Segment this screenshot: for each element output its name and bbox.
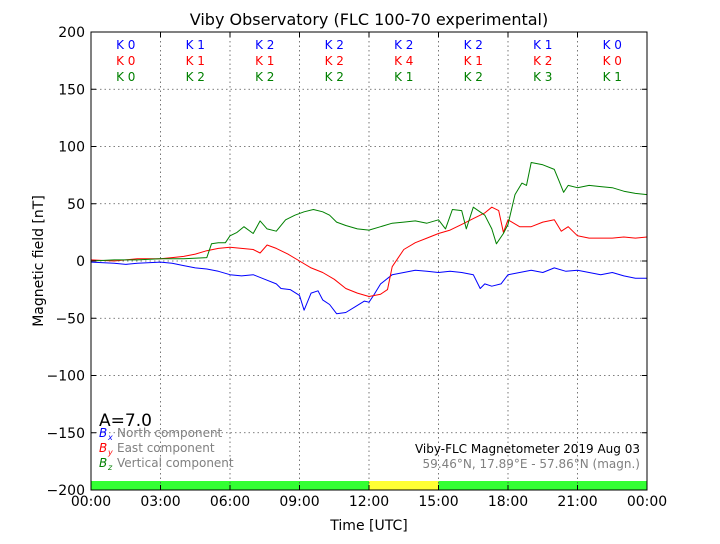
x-tick-label: 00:00 <box>71 494 111 510</box>
k-index-value: K 1 <box>255 54 274 68</box>
y-axis-label: Magnetic field [nT] <box>31 195 47 327</box>
y-tick-label: −150 <box>47 426 85 442</box>
x-tick-label: 00:00 <box>627 494 667 510</box>
station-annotation: Viby-FLC Magnetometer 2019 Aug 03 <box>415 442 640 456</box>
k-index-value: K 2 <box>464 70 483 84</box>
k-index-value: K 1 <box>464 54 483 68</box>
series-line-north <box>90 261 647 315</box>
x-tick-label: 09:00 <box>279 494 319 510</box>
k-index-value: K 2 <box>325 38 344 52</box>
activity-index: A=7.0 <box>99 411 152 431</box>
x-tick-label: 12:00 <box>349 494 389 510</box>
y-tick-label: 100 <box>58 140 85 156</box>
k-index-value: K 2 <box>325 70 344 84</box>
coordinates-annotation: 59.46°N, 17.89°E - 57.86°N (magn.) <box>423 457 640 471</box>
axis-ticks: 00:00 03:00 06:00 09:00 12:00 15:00 18:00 21:00… <box>47 25 668 510</box>
legend-symbol: B <box>99 426 107 440</box>
k-index-value: K 0 <box>603 38 622 52</box>
y-tick-label: 0 <box>76 254 85 270</box>
status-segment-2 <box>438 481 647 490</box>
k-index-value: K 0 <box>603 54 622 68</box>
x-tick-label: 18:00 <box>488 494 528 510</box>
legend-symbol: B <box>99 441 107 455</box>
k-index-value: K 0 <box>116 70 135 84</box>
k-index-value: K 2 <box>394 38 413 52</box>
k-index-value: K 0 <box>116 54 135 68</box>
y-tick-label: −50 <box>55 311 85 327</box>
y-tick-label: −200 <box>47 483 85 499</box>
chart-title: Viby Observatory (FLC 100-70 experimenta… <box>190 10 549 29</box>
series-line-east <box>90 206 648 297</box>
legend-label: Vertical component <box>117 456 234 470</box>
x-tick-label: 15:00 <box>418 494 458 510</box>
k-index-value: K 1 <box>186 38 205 52</box>
k-index-value: K 2 <box>255 70 274 84</box>
k-index-value: K 4 <box>394 54 413 68</box>
legend-subscript: y <box>107 448 113 457</box>
data-series <box>90 162 648 315</box>
legend-label: North component <box>117 426 223 440</box>
legend-subscript: z <box>107 463 113 472</box>
k-index-value: K 1 <box>533 38 552 52</box>
k-index-value: K 0 <box>116 38 135 52</box>
x-tick-label: 06:00 <box>210 494 250 510</box>
k-index-table: K 0 K 1 K 2 K 2 K 2 K 2 K 1 K 0 K 0 K 1 K 1 K 2 K 4 K… <box>116 38 622 84</box>
x-axis-label: Time [UTC] <box>329 518 407 534</box>
status-segment-1 <box>369 481 439 490</box>
k-index-value: K 2 <box>255 38 274 52</box>
legend-symbol: B <box>99 456 107 470</box>
x-tick-label: 03:00 <box>140 494 180 510</box>
y-tick-label: 200 <box>58 25 85 41</box>
y-tick-label: 150 <box>58 82 85 98</box>
y-tick-label: 50 <box>67 197 85 213</box>
k-index-value: K 1 <box>394 70 413 84</box>
legend-label: East component <box>117 441 215 455</box>
k-index-value: K 2 <box>464 38 483 52</box>
k-index-value: K 1 <box>603 70 622 84</box>
legend-subscript: x <box>107 433 113 442</box>
k-index-value: K 3 <box>533 70 552 84</box>
k-index-value: K 1 <box>186 54 205 68</box>
k-index-value: K 2 <box>533 54 552 68</box>
y-tick-label: −100 <box>47 369 85 385</box>
k-index-value: K 2 <box>186 70 205 84</box>
k-index-value: K 2 <box>325 54 344 68</box>
x-tick-label: 21:00 <box>557 494 597 510</box>
series-line-vertical <box>90 162 648 262</box>
